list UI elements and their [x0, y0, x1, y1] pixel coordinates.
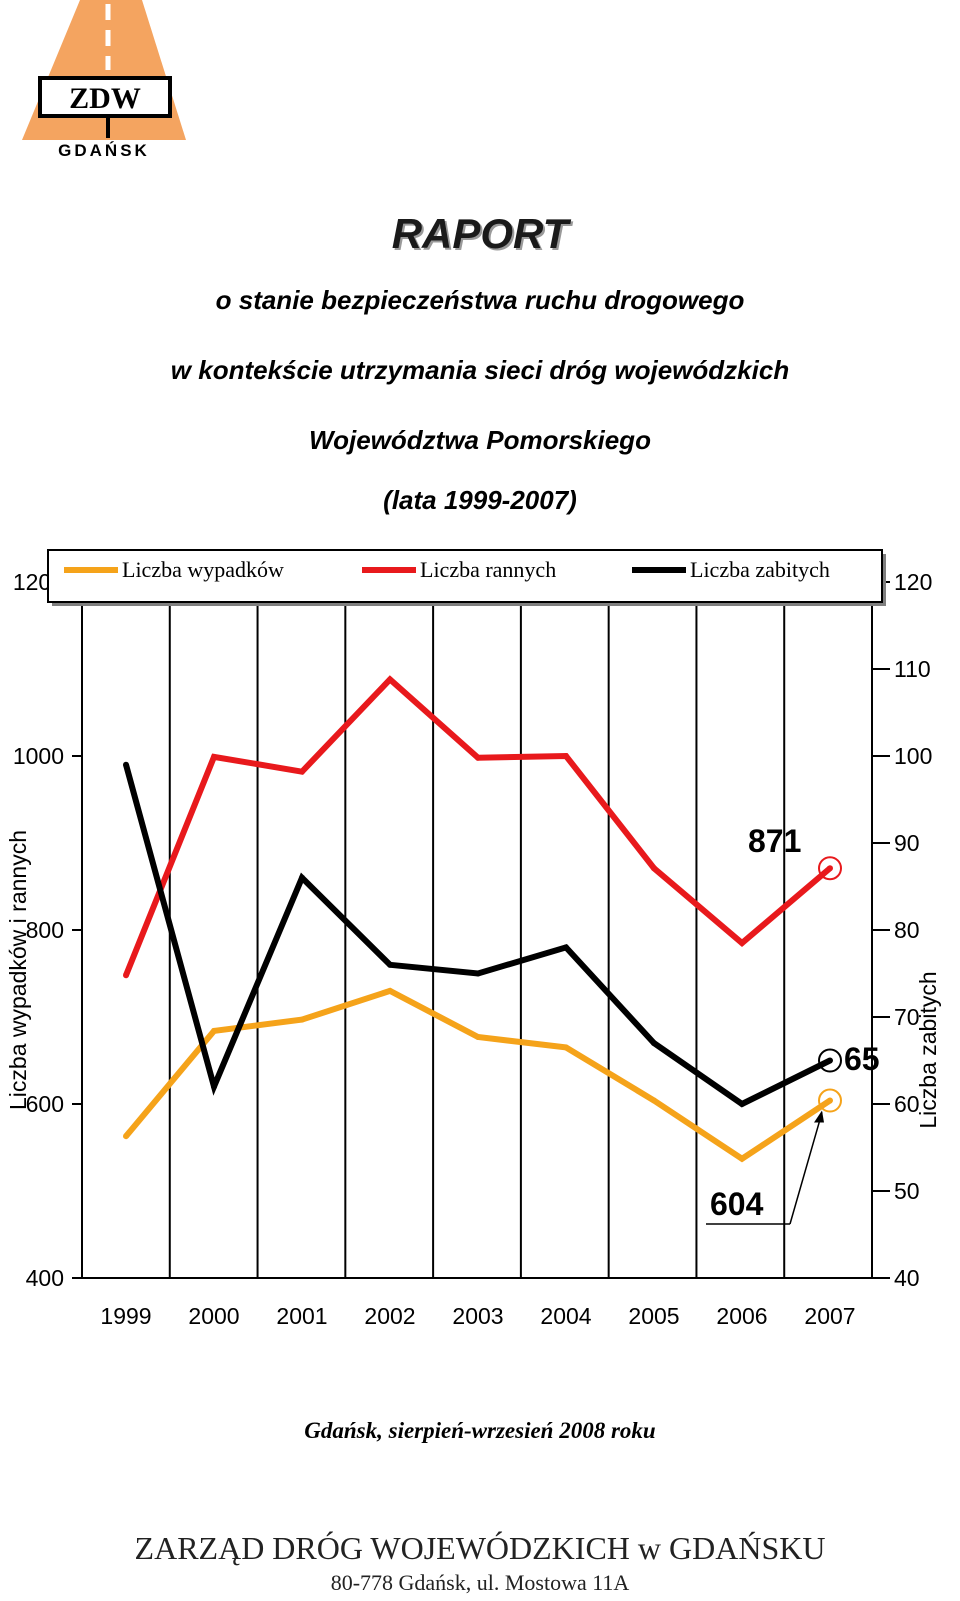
logo-text: ZDW	[69, 82, 141, 115]
report-subtitle-4: (lata 1999-2007)	[383, 485, 577, 515]
y2-tick-label: 50	[894, 1178, 920, 1204]
x-tick-label: 2004	[540, 1303, 591, 1329]
x-tick-label: 2007	[804, 1303, 855, 1329]
data-point	[651, 865, 657, 872]
data-point	[563, 1044, 569, 1051]
organization-name: ZARZĄD DRÓG WOJEWÓDZKICH w GDAŃSKU	[134, 1530, 826, 1566]
data-point	[387, 961, 393, 968]
x-tick-label: 1999	[100, 1303, 151, 1329]
x-tick-label: 2005	[628, 1303, 679, 1329]
y2-tick-label: 70	[894, 1004, 920, 1030]
annotation-marker	[818, 1048, 842, 1073]
data-label-871: 871	[748, 823, 801, 859]
legend-label: Liczba zabitych	[690, 557, 830, 582]
data-point	[475, 754, 481, 761]
y2-tick-label: 100	[894, 743, 932, 769]
annotation-marker	[818, 1088, 842, 1113]
data-point	[123, 972, 129, 979]
data-point	[387, 676, 393, 683]
data-point	[475, 970, 481, 977]
data-point	[827, 1097, 833, 1104]
data-point	[123, 761, 129, 768]
report-subtitle-1: o stanie bezpieczeństwa ruchu drogowego	[215, 285, 745, 315]
data-point	[387, 987, 393, 994]
y-tick-label: 1000	[13, 743, 64, 769]
series-line-3	[123, 763, 832, 1108]
report-title: RAPORT	[391, 210, 569, 257]
x-tick-label: 2001	[276, 1303, 327, 1329]
x-tick-label: 2003	[452, 1303, 503, 1329]
y-axis-label: Liczba wypadków i rannych	[5, 830, 31, 1110]
y2-tick-label: 40	[894, 1265, 920, 1291]
organization-address: 80-778 Gdańsk, ul. Mostowa 11A	[330, 1570, 630, 1595]
data-point	[299, 768, 305, 775]
y2-tick-label: 60	[894, 1091, 920, 1117]
data-point	[211, 1083, 217, 1090]
report-subtitle-3: Województwa Pomorskiego	[0, 425, 960, 456]
y2-tick-label: 110	[894, 656, 931, 682]
data-point	[299, 874, 305, 881]
data-point	[299, 1016, 305, 1023]
data-point	[739, 1101, 745, 1107]
series-line-1	[123, 987, 832, 1163]
report-subtitle-3-text: Województwa Pomorskiego	[309, 425, 651, 455]
y-tick-label: 400	[26, 1265, 64, 1291]
data-point	[475, 1034, 481, 1041]
data-point	[739, 940, 745, 947]
y2-tick-label: 80	[894, 917, 920, 943]
logo-road-shape	[22, 0, 186, 140]
annotation-marker	[818, 856, 842, 881]
data-point	[739, 1155, 745, 1162]
x-tick-label: 2006	[716, 1303, 767, 1329]
legend-label: Liczba wypadków	[122, 557, 284, 582]
y-tick-label: 600	[26, 1091, 64, 1117]
series-line-2	[123, 675, 832, 977]
data-point	[651, 1097, 657, 1104]
y2-tick-label: 90	[894, 830, 920, 856]
report-subtitle-2: w kontekście utrzymania sieci dróg wojew…	[170, 355, 790, 385]
leader-line	[789, 1112, 823, 1225]
y-tick-label: 800	[26, 917, 64, 943]
y2-tick-label: 120	[894, 569, 932, 595]
y2-axis-label: Liczba zabitych	[915, 971, 941, 1128]
data-point	[651, 1040, 657, 1047]
logo-box	[38, 76, 172, 118]
data-point	[827, 1057, 833, 1064]
x-tick-label: 2002	[364, 1303, 415, 1329]
data-label-604: 604	[710, 1186, 764, 1222]
data-point	[211, 753, 217, 760]
report-date: Gdańsk, sierpień-wrzesień 2008 roku	[304, 1418, 656, 1443]
legend	[47, 549, 883, 603]
logo-city: GDAŃSK	[58, 141, 150, 160]
data-point	[563, 944, 569, 951]
line-chart: 4006008001000120040506070809010011012019…	[5, 549, 941, 1329]
data-point	[211, 1027, 217, 1034]
data-point	[827, 865, 833, 872]
legend-label: Liczba rannych	[420, 557, 556, 582]
zdw-logo: ZDW GDAŃSK	[22, 0, 186, 160]
leader-arrow	[814, 1110, 824, 1123]
data-point	[123, 1133, 129, 1140]
data-point	[563, 753, 569, 759]
data-label-65: 65	[844, 1041, 880, 1077]
x-tick-label: 2000	[188, 1303, 239, 1329]
